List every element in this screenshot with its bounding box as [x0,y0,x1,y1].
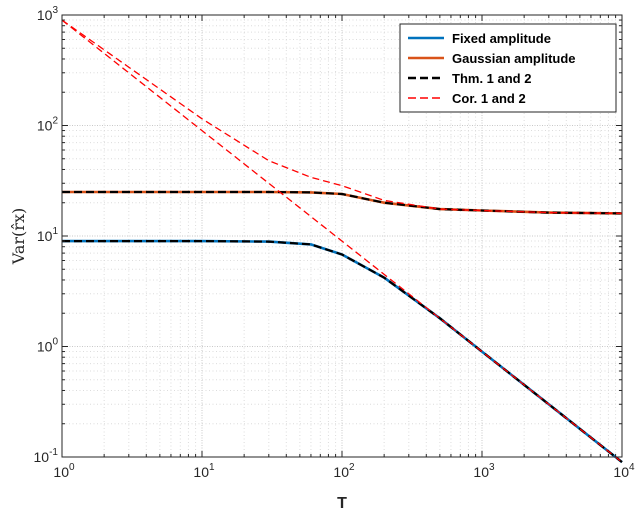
legend-label: Thm. 1 and 2 [452,71,531,86]
y-tick-label: 101 [37,226,59,244]
series-line [62,190,623,215]
series-lines [61,19,623,464]
series-line [61,19,623,463]
y-tick-label: 10-1 [34,447,59,465]
legend-label: Cor. 1 and 2 [452,91,526,106]
x-tick-label: 101 [193,462,215,480]
x-axis-label: T [337,495,347,512]
legend-label: Fixed amplitude [452,31,551,46]
x-tick-label: 100 [53,462,75,480]
y-tick-label: 103 [37,5,59,23]
y-tick-label: 102 [37,116,59,134]
x-tick-labels: 100 101 102 103 104 [53,462,635,480]
x-tick-label: 102 [333,462,355,480]
x-tick-label: 104 [613,462,635,480]
legend-label: Gaussian amplitude [452,51,576,66]
y-axis-label: Var(r̂x) [9,208,28,265]
y-tick-labels: 10-1 100 101 102 103 [34,5,59,465]
y-tick-label: 100 [37,337,59,355]
legend: Fixed amplitude Gaussian amplitude Thm. 1 … [399,23,617,113]
x-tick-label: 103 [473,462,495,480]
tick-marks [61,14,623,458]
series-line [61,19,623,215]
